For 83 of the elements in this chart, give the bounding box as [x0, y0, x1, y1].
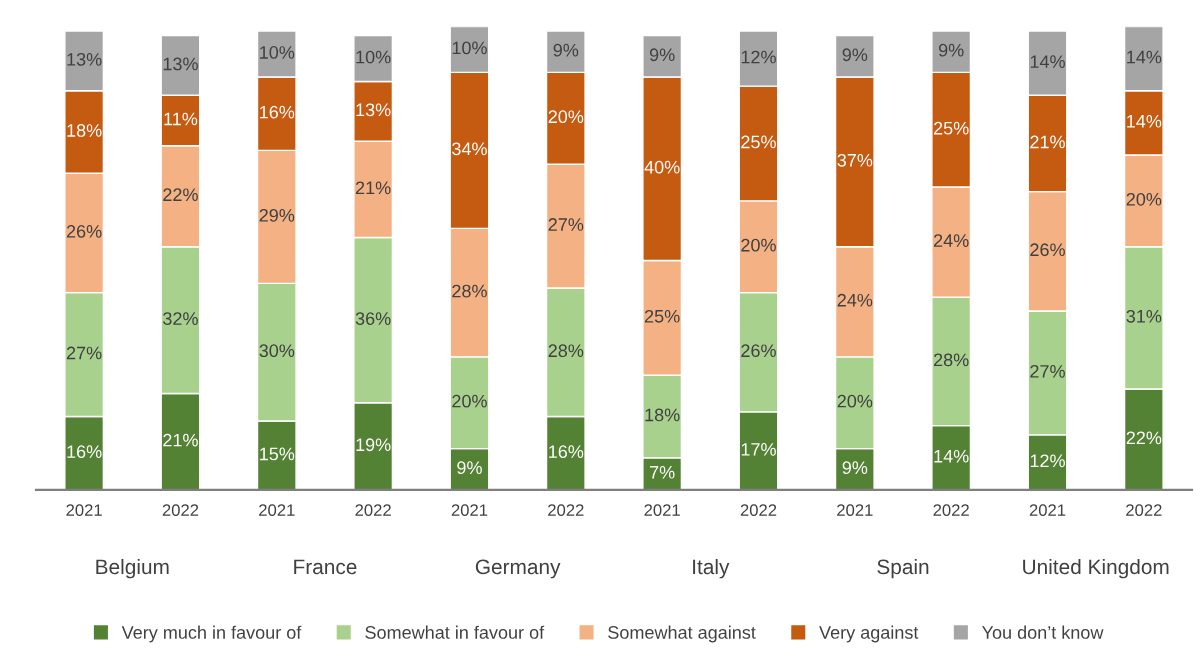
- text: Spain: [877, 558, 929, 579]
- x-tick-label: 2022: [1126, 504, 1162, 517]
- data-label: 24%: [837, 293, 873, 307]
- data-label: 28%: [452, 284, 487, 298]
- data-label: 20%: [452, 394, 487, 408]
- data-label: 31%: [1126, 309, 1162, 323]
- x-tick-label: 2021: [837, 504, 873, 517]
- text: United Kingdom: [1023, 558, 1169, 579]
- data-label: 26%: [741, 344, 776, 358]
- data-label: 14%: [934, 449, 969, 463]
- x-tick-label: 2022: [933, 504, 969, 517]
- data-label: 37%: [837, 153, 873, 167]
- data-label: 20%: [837, 394, 873, 408]
- data-label: 16%: [67, 445, 102, 459]
- data-label: 27%: [1030, 364, 1065, 378]
- text: France: [294, 559, 357, 575]
- x-tick-label: 2021: [451, 504, 488, 517]
- data-label: 20%: [1126, 192, 1162, 206]
- data-label: 27%: [66, 346, 102, 360]
- data-label: 27%: [548, 218, 584, 231]
- data-label: 19%: [356, 438, 391, 452]
- legend-label: Somewhat against: [608, 625, 756, 643]
- data-label: 18%: [67, 124, 102, 137]
- data-label: 16%: [549, 445, 584, 459]
- x-tick-label: 2022: [740, 504, 777, 517]
- data-label: 9%: [649, 48, 675, 62]
- data-label: 40%: [644, 160, 680, 174]
- data-label: 10%: [452, 41, 487, 55]
- legend-label: You don’t know: [982, 625, 1104, 639]
- data-label: 25%: [741, 135, 776, 149]
- data-label: 25%: [934, 121, 969, 135]
- data-label: 16%: [260, 105, 295, 119]
- data-label: 26%: [1030, 243, 1065, 257]
- data-label: 28%: [934, 353, 969, 367]
- data-label: 10%: [260, 46, 295, 59]
- data-label: 14%: [1127, 114, 1162, 128]
- legend-label: Very against: [819, 625, 919, 643]
- data-label: 34%: [452, 142, 487, 156]
- data-label: 7%: [650, 465, 675, 479]
- data-label: 13%: [356, 103, 391, 117]
- data-label: 10%: [356, 50, 391, 64]
- data-label: 26%: [66, 225, 102, 238]
- data-label: 14%: [1127, 50, 1162, 64]
- data-label: 32%: [163, 312, 198, 325]
- data-label: 13%: [163, 57, 198, 71]
- x-tick-label: 2022: [548, 504, 584, 517]
- x-tick-label: 2021: [644, 504, 680, 517]
- data-label: 36%: [355, 312, 391, 325]
- data-label: 9%: [553, 43, 579, 57]
- data-label: 28%: [548, 344, 584, 358]
- x-tick-label: 2021: [66, 504, 102, 517]
- data-label: 24%: [934, 234, 969, 247]
- legend-label: Somewhat in favour of: [365, 625, 545, 639]
- text: Italy: [693, 558, 730, 579]
- data-label: 22%: [163, 188, 198, 202]
- data-label: 20%: [741, 238, 776, 252]
- data-label: 21%: [355, 181, 391, 195]
- data-label: 21%: [163, 433, 198, 447]
- x-tick-label: 2022: [162, 504, 199, 517]
- data-label: 18%: [645, 408, 680, 422]
- data-label: 15%: [260, 447, 295, 461]
- data-label: 17%: [741, 443, 776, 456]
- data-label: 29%: [259, 208, 295, 222]
- data-label: 21%: [1030, 135, 1065, 149]
- data-label: 9%: [842, 461, 868, 475]
- data-label: 20%: [548, 110, 584, 124]
- text: Belgium: [96, 558, 169, 579]
- x-tick-label: 2022: [355, 504, 391, 517]
- data-label: 13%: [67, 52, 102, 66]
- data-label: 12%: [741, 50, 776, 64]
- data-label: 9%: [938, 43, 964, 57]
- text: Germany: [475, 559, 561, 579]
- data-label: 14%: [1030, 55, 1065, 68]
- data-label: 25%: [644, 309, 680, 323]
- data-label: 12%: [1030, 454, 1065, 468]
- legend-label: Very much in favour of: [121, 625, 302, 643]
- x-tick-label: 2021: [1029, 504, 1066, 517]
- data-label: 22%: [1126, 431, 1162, 445]
- data-label: 30%: [259, 344, 295, 358]
- data-label: 9%: [457, 461, 482, 475]
- data-label: 9%: [842, 48, 868, 62]
- x-tick-label: 2021: [259, 504, 295, 517]
- data-label: 11%: [164, 112, 198, 126]
